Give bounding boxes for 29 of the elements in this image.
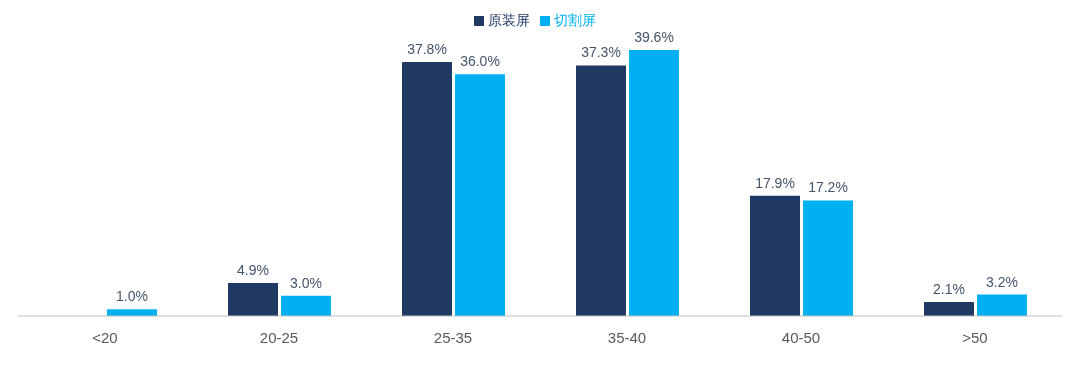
bar — [455, 74, 505, 316]
x-tick-label: >50 — [962, 328, 988, 346]
data-label: 36.0% — [460, 53, 500, 70]
bar — [281, 295, 331, 316]
x-tick-label: 25-35 — [433, 328, 473, 346]
data-label: 37.8% — [407, 41, 447, 58]
x-tick-label: 40-50 — [781, 328, 821, 346]
x-tick-label: 20-25 — [259, 328, 299, 346]
bar — [750, 195, 800, 316]
bar — [576, 65, 626, 316]
bar — [629, 50, 679, 316]
data-label: 39.6% — [634, 29, 674, 45]
data-label: 17.9% — [755, 174, 795, 191]
bar — [924, 301, 974, 316]
data-label: 4.9% — [237, 262, 269, 279]
legend-label: 切割屏 — [554, 12, 596, 28]
x-tick-label: <20 — [92, 328, 118, 346]
data-label: 2.1% — [933, 280, 965, 297]
bar — [228, 283, 278, 316]
legend-label: 原装屏 — [488, 12, 530, 28]
data-label: 37.3% — [581, 44, 621, 61]
bar — [803, 200, 853, 316]
data-label: 1.0% — [116, 288, 148, 305]
bar — [402, 62, 452, 316]
x-tick-label: 35-40 — [607, 328, 647, 346]
bar — [977, 294, 1027, 316]
data-label: 17.2% — [808, 179, 848, 196]
data-label: 3.0% — [290, 274, 322, 291]
data-label: 3.2% — [986, 273, 1018, 290]
